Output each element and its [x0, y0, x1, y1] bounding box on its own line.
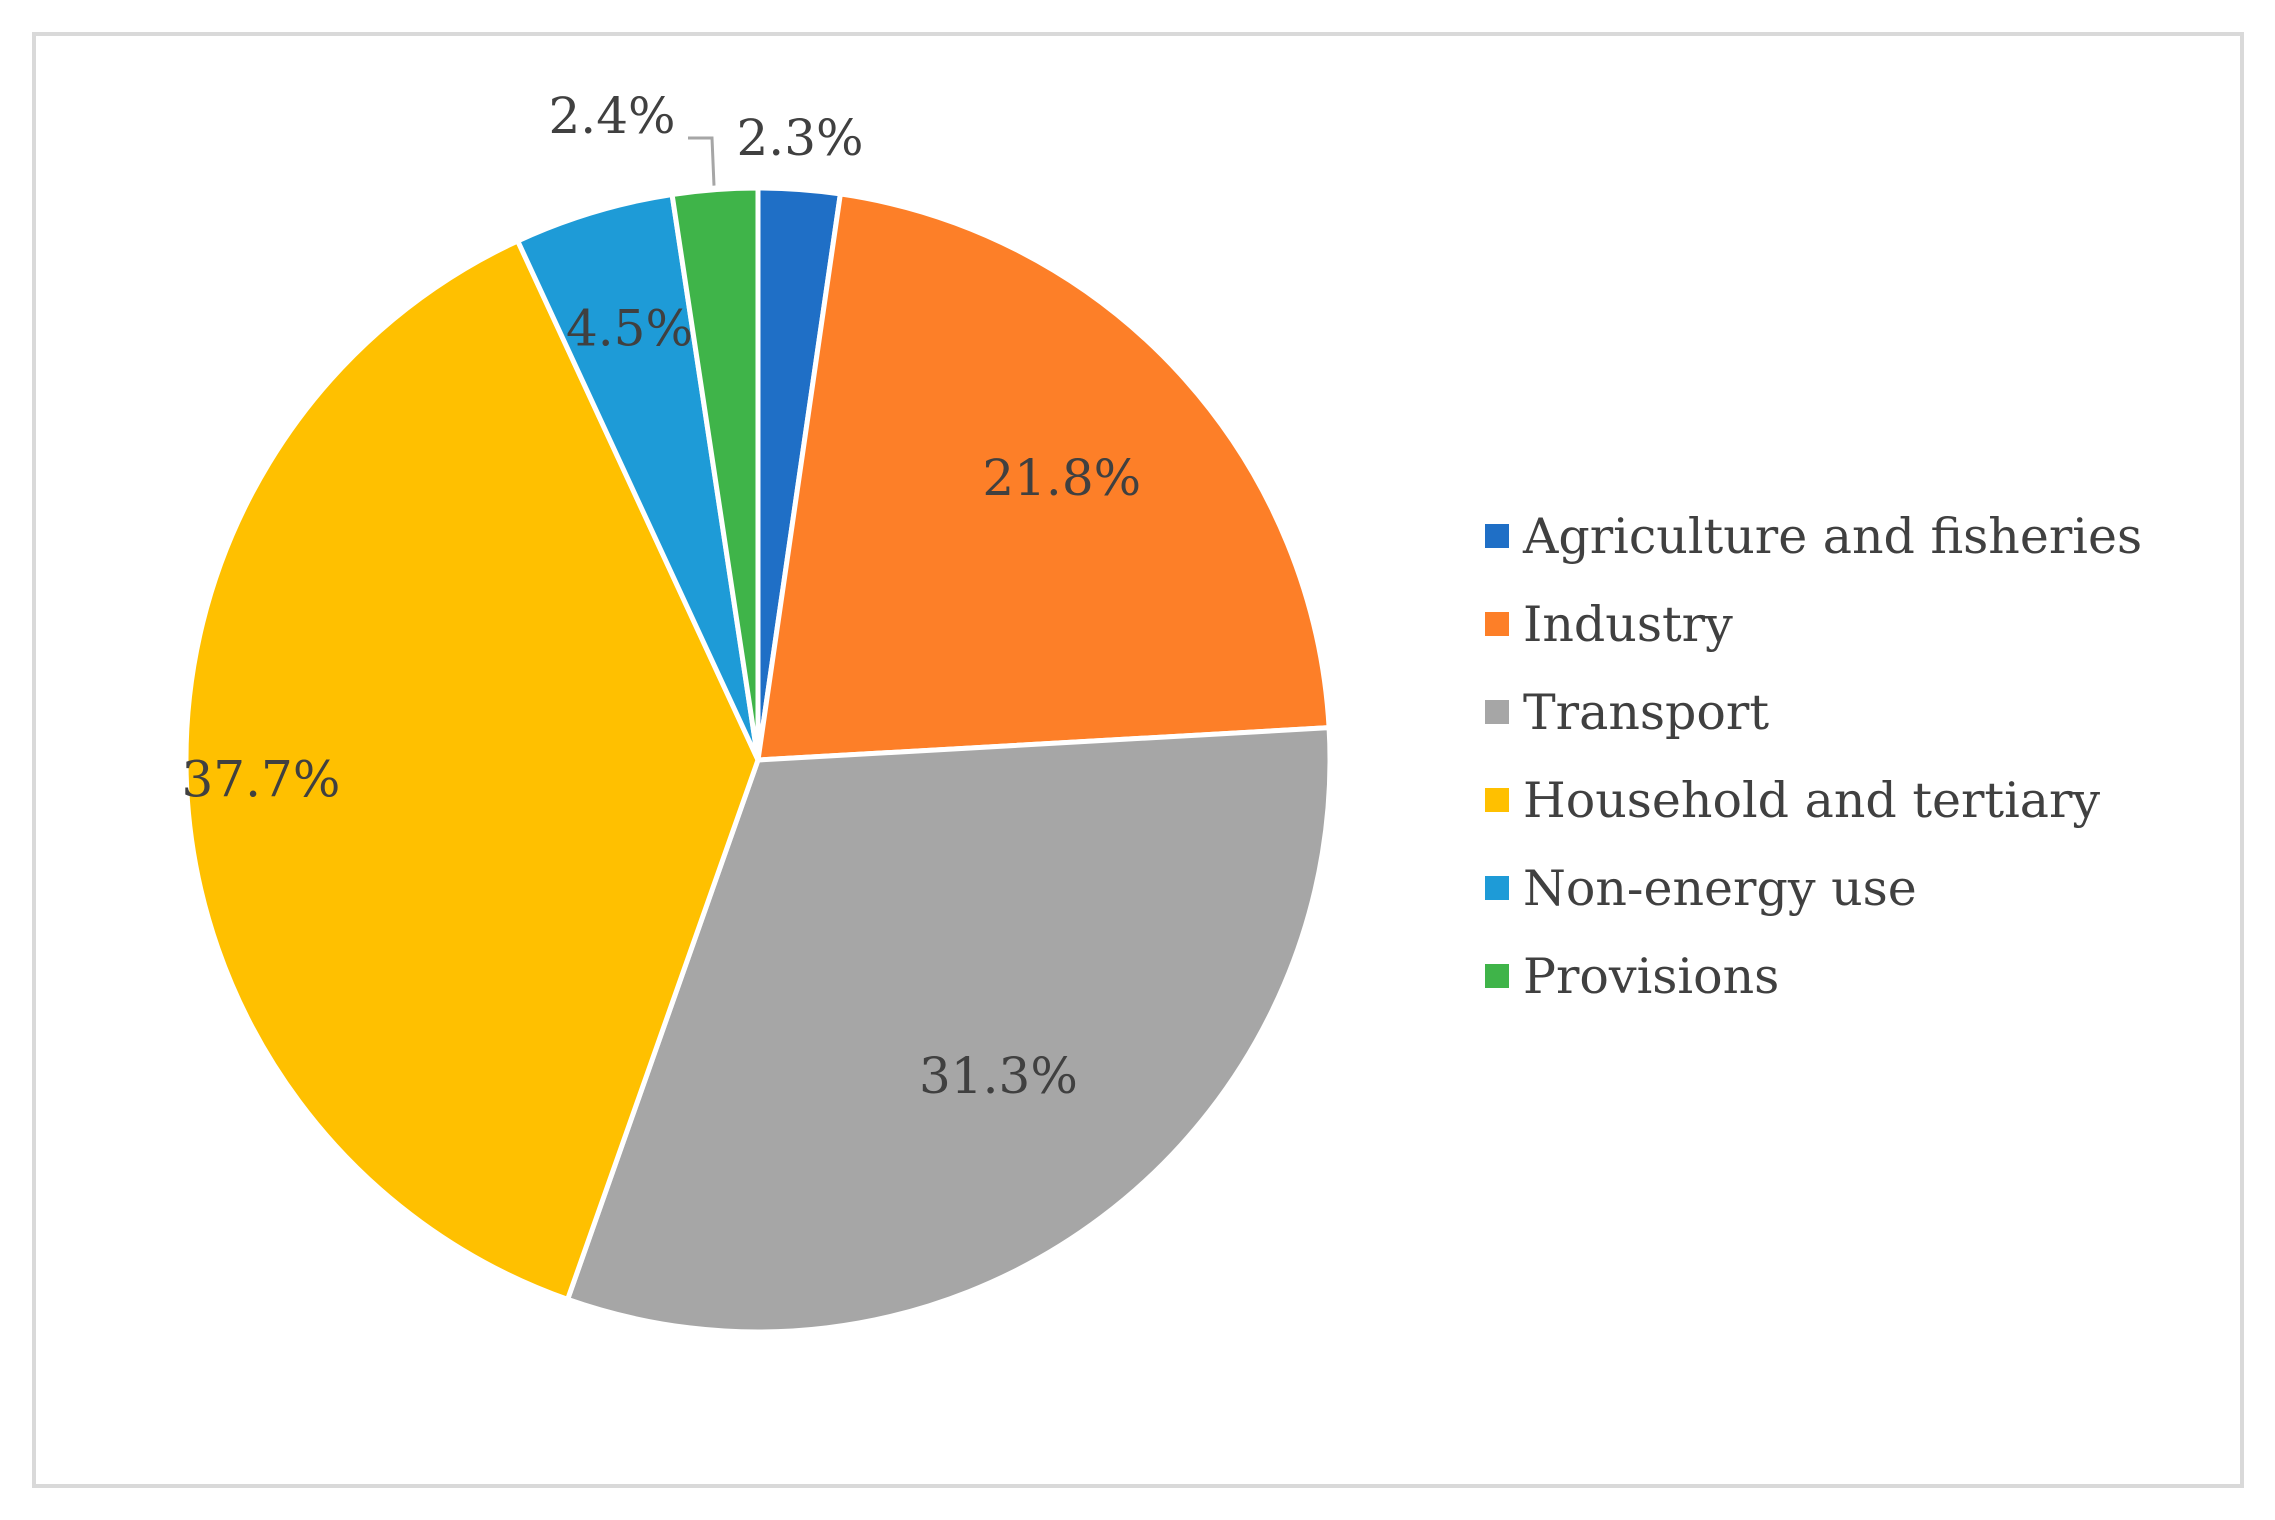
legend-swatch — [1485, 964, 1509, 988]
pie-data-labels: 2.3% 21.8% 31.3% 37.7% 4.5% 2.4% — [181, 87, 1141, 1105]
legend-label: Transport — [1523, 683, 1770, 741]
pie-slice-transport — [565, 725, 1333, 1335]
legend-label: Household and tertiary — [1523, 771, 2101, 829]
data-label-industry: 21.8% — [982, 449, 1141, 507]
pie-slice-non-energy-use — [515, 191, 761, 763]
data-label-household-and-tertiary: 37.7% — [181, 750, 340, 808]
legend-item-agriculture-and-fisheries: Agriculture and fisheries — [1485, 492, 2142, 580]
legend: Agriculture and fisheries Industry Transpo… — [1485, 492, 2142, 1020]
pie-slices — [183, 185, 1333, 1335]
legend-item-provisions: Provisions — [1485, 932, 2142, 1020]
legend-item-non-energy-use: Non-energy use — [1485, 844, 2142, 932]
legend-item-transport: Transport — [1485, 668, 2142, 756]
data-label-agriculture-and-fisheries: 2.3% — [736, 109, 863, 167]
leader-line-provisions — [688, 136, 716, 186]
legend-swatch — [1485, 700, 1509, 724]
data-label-non-energy-use: 4.5% — [566, 300, 693, 358]
data-label-provisions: 2.4% — [548, 87, 675, 145]
legend-item-industry: Industry — [1485, 580, 2142, 668]
legend-swatch — [1485, 876, 1509, 900]
legend-label: Provisions — [1523, 947, 1780, 1005]
legend-swatch — [1485, 788, 1509, 812]
legend-item-household-and-tertiary: Household and tertiary — [1485, 756, 2142, 844]
legend-swatch — [1485, 524, 1509, 548]
data-label-transport: 31.3% — [919, 1047, 1078, 1105]
pie-slice-industry — [755, 191, 1332, 763]
legend-label: Agriculture and fisheries — [1523, 507, 2143, 565]
legend-swatch — [1485, 612, 1509, 636]
pie-slice-provisions — [669, 185, 761, 763]
legend-label: Industry — [1523, 595, 1733, 653]
legend-label: Non-energy use — [1523, 859, 1917, 917]
pie-slice-household-and-tertiary — [183, 238, 761, 1302]
